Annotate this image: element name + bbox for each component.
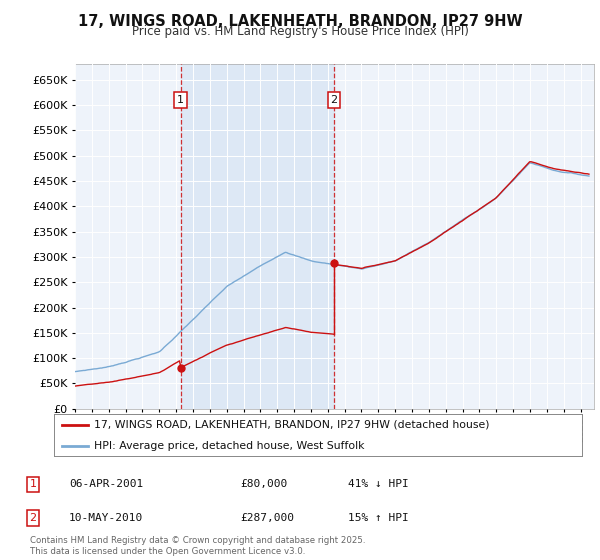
Text: 06-APR-2001: 06-APR-2001 bbox=[69, 479, 143, 489]
Text: 15% ↑ HPI: 15% ↑ HPI bbox=[348, 513, 409, 523]
Text: HPI: Average price, detached house, West Suffolk: HPI: Average price, detached house, West… bbox=[94, 441, 364, 451]
Text: 41% ↓ HPI: 41% ↓ HPI bbox=[348, 479, 409, 489]
Bar bbox=[181, 64, 334, 409]
Text: 1: 1 bbox=[177, 95, 184, 105]
Text: 2: 2 bbox=[29, 513, 37, 523]
Text: 2: 2 bbox=[331, 95, 338, 105]
Text: Price paid vs. HM Land Registry's House Price Index (HPI): Price paid vs. HM Land Registry's House … bbox=[131, 25, 469, 38]
Text: 1: 1 bbox=[29, 479, 37, 489]
Text: £287,000: £287,000 bbox=[240, 513, 294, 523]
Text: 17, WINGS ROAD, LAKENHEATH, BRANDON, IP27 9HW (detached house): 17, WINGS ROAD, LAKENHEATH, BRANDON, IP2… bbox=[94, 420, 489, 430]
Text: Contains HM Land Registry data © Crown copyright and database right 2025.
This d: Contains HM Land Registry data © Crown c… bbox=[30, 536, 365, 556]
Text: 17, WINGS ROAD, LAKENHEATH, BRANDON, IP27 9HW: 17, WINGS ROAD, LAKENHEATH, BRANDON, IP2… bbox=[77, 14, 523, 29]
Text: £80,000: £80,000 bbox=[240, 479, 287, 489]
Text: 10-MAY-2010: 10-MAY-2010 bbox=[69, 513, 143, 523]
